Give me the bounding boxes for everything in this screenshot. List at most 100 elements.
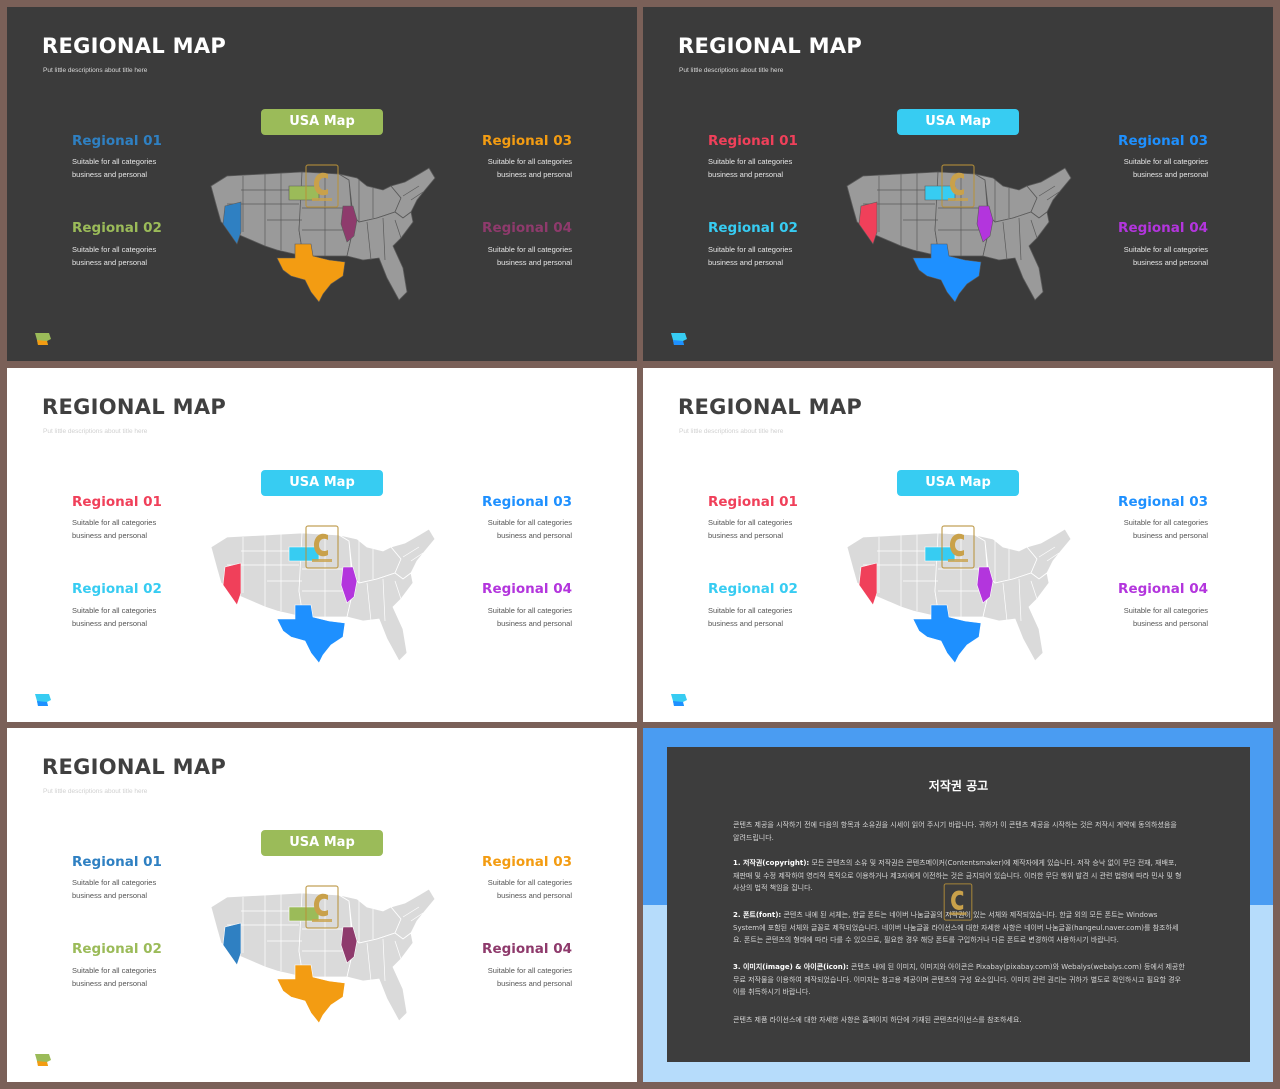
map-state-texas bbox=[276, 604, 346, 663]
region-02-desc: Suitable for all categories business and … bbox=[72, 604, 182, 630]
region-03-desc: Suitable for all categories business and … bbox=[462, 155, 572, 181]
region-02-title: Regional 02 bbox=[708, 220, 798, 236]
region-01-desc-line1: Suitable for all categories bbox=[72, 157, 157, 166]
region-03-desc-line2: business and personal bbox=[496, 891, 572, 900]
region-01-desc-line2: business and personal bbox=[72, 170, 148, 179]
region-04-title: Regional 04 bbox=[482, 581, 572, 597]
region-03-desc: Suitable for all categories business and … bbox=[462, 516, 572, 542]
notice-font-head: 2. 폰트(font): bbox=[733, 911, 782, 919]
region-04-desc-line1: Suitable for all categories bbox=[487, 606, 572, 615]
notice-copyright-para: 1. 저작권(copyright): 모든 콘텐츠의 소유 및 저작권은 콘텐츠… bbox=[733, 857, 1185, 895]
map-state-nevada bbox=[222, 201, 242, 245]
usa-map bbox=[846, 167, 1072, 302]
map-state-illinois bbox=[340, 926, 358, 964]
slide-title: REGIONAL MAP bbox=[42, 755, 227, 779]
map-west bbox=[846, 532, 940, 618]
map-southeast bbox=[982, 572, 1050, 662]
region-03-desc: Suitable for all categories business and … bbox=[1098, 155, 1208, 181]
region-01-desc: Suitable for all categories business and … bbox=[72, 876, 182, 902]
region-04-title: Regional 04 bbox=[1118, 220, 1208, 236]
copyright-notice-slide: 저작권 공고 콘텐츠 제공을 시작하기 전에 다음의 항목과 소유권을 시세이 … bbox=[643, 728, 1273, 1082]
notice-title: 저작권 공고 bbox=[928, 779, 989, 793]
region-01-desc-line1: Suitable for all categories bbox=[72, 878, 157, 887]
slide-title: REGIONAL MAP bbox=[678, 395, 863, 419]
region-03-desc-line2: business and personal bbox=[1132, 531, 1208, 540]
region-02-title: Regional 02 bbox=[72, 220, 162, 236]
region-03-desc-line1: Suitable for all categories bbox=[1123, 518, 1208, 527]
region-04-desc-line2: business and personal bbox=[496, 258, 572, 267]
usa-map-label: USA Map bbox=[897, 470, 1019, 496]
region-03-title: Regional 03 bbox=[1118, 133, 1208, 149]
map-state-texas bbox=[276, 964, 346, 1023]
notice-font-para: 2. 폰트(font): 콘텐츠 내에 된 서체는, 한글 폰트는 네이버 나눔… bbox=[733, 909, 1185, 947]
region-02-desc-line2: business and personal bbox=[72, 258, 148, 267]
region-04-desc-line2: business and personal bbox=[1132, 258, 1208, 267]
region-03-title: Regional 03 bbox=[482, 494, 572, 510]
region-02-desc: Suitable for all categories business and … bbox=[72, 964, 182, 990]
regional-map-slide: REGIONAL MAP Put little descriptions abou… bbox=[7, 368, 637, 722]
region-04-desc: Suitable for all categories business and … bbox=[1098, 243, 1208, 269]
map-west bbox=[210, 532, 304, 618]
map-northeast bbox=[1026, 167, 1072, 219]
region-03-desc-line2: business and personal bbox=[1132, 170, 1208, 179]
slide-subtitle: Put little descriptions about title here bbox=[43, 788, 148, 795]
regional-map-slide: REGIONAL MAP Put little descriptions abou… bbox=[643, 368, 1273, 722]
map-state-illinois bbox=[340, 566, 358, 604]
region-01-desc-line1: Suitable for all categories bbox=[708, 157, 793, 166]
region-04-desc-line1: Suitable for all categories bbox=[487, 245, 572, 254]
corner-ribbon-icon bbox=[671, 333, 687, 345]
slide-subtitle: Put little descriptions about title here bbox=[679, 428, 784, 435]
regional-map-slide: REGIONAL MAP Put little descriptions abou… bbox=[7, 728, 637, 1082]
region-02-title: Regional 02 bbox=[708, 581, 798, 597]
usa-map bbox=[210, 167, 436, 302]
region-02-desc-line2: business and personal bbox=[72, 619, 148, 628]
map-northeast bbox=[390, 528, 436, 580]
region-03-desc-line1: Suitable for all categories bbox=[487, 157, 572, 166]
region-01-desc-line2: business and personal bbox=[708, 170, 784, 179]
usa-map bbox=[846, 528, 1072, 663]
map-southeast bbox=[346, 932, 414, 1022]
usa-map-label: USA Map bbox=[261, 470, 383, 496]
region-04-title: Regional 04 bbox=[482, 941, 572, 957]
region-04-desc: Suitable for all categories business and … bbox=[462, 604, 572, 630]
region-02-desc-line1: Suitable for all categories bbox=[72, 966, 157, 975]
region-02-desc: Suitable for all categories business and … bbox=[708, 243, 818, 269]
notice-panel: 저작권 공고 콘텐츠 제공을 시작하기 전에 다음의 항목과 소유권을 시세이 … bbox=[667, 747, 1250, 1062]
slide-title: REGIONAL MAP bbox=[42, 34, 227, 58]
content-logo-watermark bbox=[941, 164, 975, 208]
region-01-desc-line2: business and personal bbox=[72, 891, 148, 900]
map-state-texas bbox=[912, 243, 982, 302]
region-02-desc-line1: Suitable for all categories bbox=[72, 606, 157, 615]
content-logo-watermark bbox=[305, 885, 339, 929]
map-northeast bbox=[390, 888, 436, 940]
map-state-nevada bbox=[858, 562, 878, 606]
region-02-title: Regional 02 bbox=[72, 941, 162, 957]
region-01-title: Regional 01 bbox=[708, 494, 798, 510]
notice-intro: 콘텐츠 제공을 시작하기 전에 다음의 항목과 소유권을 시세이 읽어 주시기 … bbox=[733, 821, 1177, 842]
region-03-desc-line1: Suitable for all categories bbox=[487, 878, 572, 887]
region-02-desc-line1: Suitable for all categories bbox=[72, 245, 157, 254]
regional-map-slide: REGIONAL MAP Put little descriptions abou… bbox=[643, 7, 1273, 361]
slide-subtitle: Put little descriptions about title here bbox=[679, 67, 784, 74]
map-west bbox=[210, 171, 304, 257]
content-logo-watermark bbox=[305, 525, 339, 569]
region-02-desc-line2: business and personal bbox=[708, 258, 784, 267]
regional-map-slide: REGIONAL MAP Put little descriptions abou… bbox=[7, 7, 637, 361]
region-02-desc-line2: business and personal bbox=[72, 979, 148, 988]
slide-subtitle: Put little descriptions about title here bbox=[43, 428, 148, 435]
region-03-title: Regional 03 bbox=[1118, 494, 1208, 510]
corner-ribbon-icon bbox=[671, 694, 687, 706]
region-04-desc-line1: Suitable for all categories bbox=[1123, 245, 1208, 254]
corner-ribbon-icon bbox=[35, 694, 51, 706]
map-northeast bbox=[1026, 528, 1072, 580]
corner-ribbon-icon bbox=[35, 1054, 51, 1066]
region-04-desc-line1: Suitable for all categories bbox=[487, 966, 572, 975]
region-04-desc: Suitable for all categories business and … bbox=[462, 964, 572, 990]
region-01-desc-line1: Suitable for all categories bbox=[72, 518, 157, 527]
region-01-title: Regional 01 bbox=[72, 854, 162, 870]
usa-map-label: USA Map bbox=[261, 830, 383, 856]
slide-title: REGIONAL MAP bbox=[42, 395, 227, 419]
content-logo-watermark bbox=[943, 883, 973, 921]
region-02-desc: Suitable for all categories business and … bbox=[72, 243, 182, 269]
corner-ribbon-icon bbox=[35, 333, 51, 345]
